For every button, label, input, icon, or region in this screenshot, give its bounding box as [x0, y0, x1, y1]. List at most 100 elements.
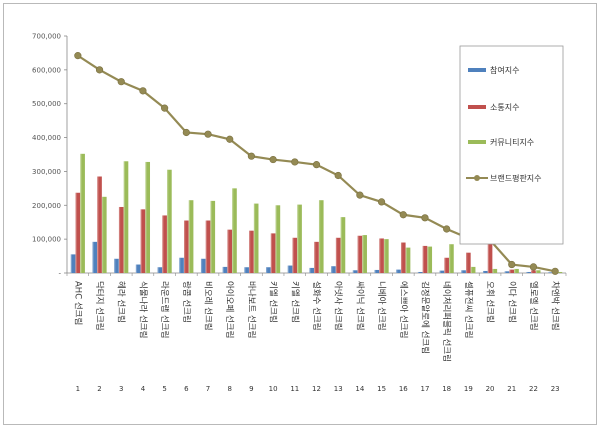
category-label: 니베아 선크림	[376, 281, 387, 331]
legend-label: 참여지수	[490, 65, 519, 75]
bar-커뮤니티지수	[297, 204, 302, 273]
bar-highlight	[145, 161, 147, 273]
bar-highlight	[140, 209, 142, 273]
line-point	[312, 161, 321, 169]
bar-소통지수	[314, 241, 319, 273]
bar-커뮤니티지수	[167, 169, 172, 273]
legend-marker	[474, 175, 480, 181]
rank-number: 20	[486, 385, 495, 393]
rank-number: 5	[162, 385, 166, 393]
category-label: 네이처리퍼블릭 선크림	[441, 281, 452, 362]
bar-highlight	[405, 247, 407, 273]
bar-소통지수	[357, 235, 363, 273]
y-tick-label: -	[58, 270, 61, 278]
line-point	[247, 152, 256, 160]
category-label: 오휘 선크림	[485, 281, 496, 323]
bar-소통지수	[118, 206, 124, 273]
chart-axes: - 100,000 200,000 300,000 400,000 500,000 600,…	[32, 33, 567, 278]
bar-highlight	[531, 270, 533, 273]
bar-소통지수	[400, 242, 406, 273]
bar-highlight	[535, 270, 538, 273]
bar-커뮤니티지수	[492, 268, 498, 273]
category-label: AHC 선크림	[72, 281, 83, 325]
bar-highlight	[335, 237, 338, 273]
bar-커뮤니티지수	[384, 239, 389, 273]
chart-bars	[70, 153, 563, 273]
bar-커뮤니티지수	[80, 153, 85, 273]
bar-커뮤니티지수	[340, 217, 346, 273]
line-point	[529, 263, 538, 271]
bar-커뮤니티지수	[514, 268, 519, 273]
bar-highlight	[449, 244, 451, 273]
bar-highlight	[188, 200, 190, 273]
bar-커뮤니티지수	[232, 188, 237, 273]
bar-소통지수	[292, 237, 298, 273]
bar-highlight	[318, 200, 321, 273]
bar-highlight	[444, 257, 446, 273]
x-axis-labels: AHC 선크림 1 닥터지 선크림 2 헤라 선크림 3 식물나라 선크림 4 라운드랩 선크림…	[72, 281, 560, 393]
bar-참여지수	[352, 270, 358, 273]
bar-highlight	[70, 254, 72, 273]
bar-highlight	[314, 241, 316, 273]
bar-소통지수	[531, 270, 536, 273]
category-label: 이다 선크림	[506, 281, 517, 323]
bar-highlight	[75, 192, 77, 273]
line-point	[551, 267, 559, 275]
bar-소통지수	[140, 209, 146, 273]
bar-highlight	[205, 220, 207, 273]
bar-참여지수	[526, 271, 531, 273]
bar-highlight	[482, 270, 485, 273]
line-point	[269, 155, 277, 164]
bar-소통지수	[162, 215, 167, 273]
bar-highlight	[470, 266, 473, 273]
bar-소통지수	[487, 242, 493, 273]
bar-highlight	[487, 242, 489, 273]
bar-소통지수	[466, 252, 471, 273]
bar-highlight	[200, 258, 203, 273]
bar-highlight	[210, 200, 212, 273]
bar-highlight	[384, 239, 386, 273]
rank-number: 4	[141, 385, 146, 393]
y-tick-label: 100,000	[32, 236, 61, 244]
category-label: 셀퓨전씨 선크림	[463, 281, 474, 338]
rank-number: 16	[399, 385, 408, 393]
bar-highlight	[118, 206, 121, 273]
rank-number: 8	[227, 385, 231, 393]
rank-number: 9	[249, 385, 253, 393]
y-tick-label: 400,000	[32, 134, 61, 142]
bar-highlight	[80, 153, 82, 273]
bar-highlight	[123, 161, 125, 273]
line-point	[291, 158, 299, 166]
line-point	[443, 225, 451, 233]
bar-highlight	[422, 245, 424, 273]
y-tick-label: 500,000	[32, 100, 61, 108]
bar-참여지수	[179, 257, 184, 273]
bar-참여지수	[222, 266, 228, 273]
line-point	[204, 130, 212, 138]
rank-number: 22	[529, 385, 538, 393]
category-label: 닥터지 선크림	[94, 281, 105, 331]
bar-highlight	[331, 266, 333, 273]
bar-highlight	[400, 242, 403, 273]
bar-highlight	[396, 269, 398, 273]
bar-참여지수	[374, 269, 380, 273]
bar-highlight	[244, 267, 246, 273]
bar-소통지수	[509, 269, 515, 273]
bar-highlight	[374, 269, 376, 273]
bar-참여지수	[157, 267, 163, 273]
bar-참여지수	[309, 267, 315, 273]
line-point	[377, 198, 386, 206]
y-tick-label: 300,000	[32, 168, 61, 176]
bar-highlight	[292, 237, 294, 273]
bar-highlight	[379, 238, 381, 273]
category-label: 키엘 선크림	[268, 281, 279, 323]
bar-소통지수	[75, 192, 81, 273]
bar-highlight	[504, 271, 506, 273]
rank-number: 19	[464, 385, 473, 393]
bar-커뮤니티지수	[427, 246, 433, 273]
legend-label: 커뮤니티지수	[490, 137, 534, 147]
rank-number: 6	[184, 385, 189, 393]
bar-참여지수	[482, 270, 488, 273]
